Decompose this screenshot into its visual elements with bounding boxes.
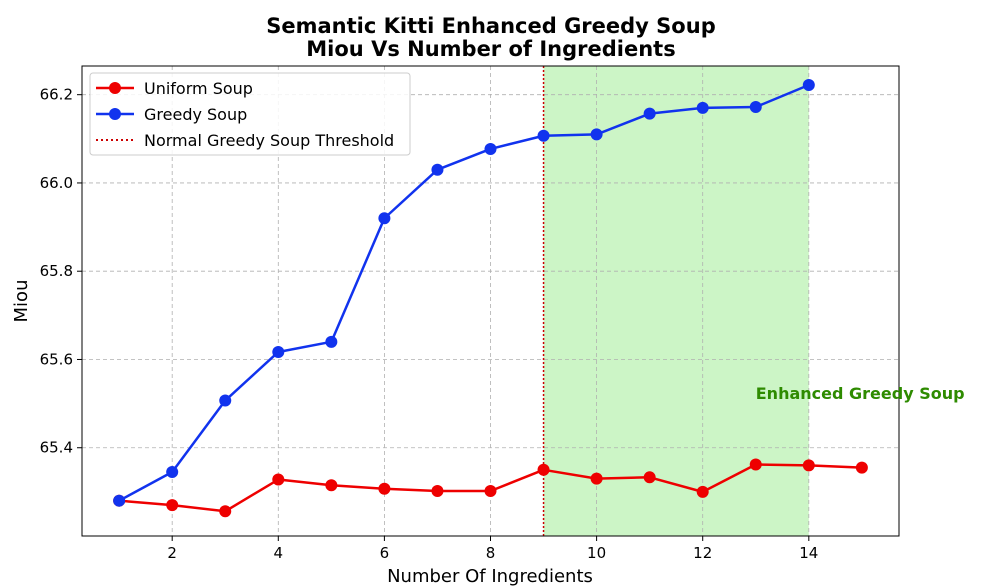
y-tick-label: 65.6 <box>40 350 73 368</box>
x-tick-label: 14 <box>799 544 818 562</box>
legend: Uniform Soup Greedy Soup Normal Greedy S… <box>89 72 411 156</box>
data-point-uniform-soup <box>749 458 762 471</box>
data-point-greedy-soup <box>590 128 603 141</box>
data-point-uniform-soup <box>166 499 179 512</box>
x-tick-label: 12 <box>693 544 712 562</box>
annotation-group: Enhanced Greedy Soup <box>756 384 965 403</box>
legend-label-greedy-soup: Greedy Soup <box>144 105 247 124</box>
data-point-greedy-soup <box>166 466 179 479</box>
data-point-uniform-soup <box>272 473 285 486</box>
data-point-greedy-soup <box>325 335 338 348</box>
data-point-greedy-soup <box>378 212 391 225</box>
legend-item-uniform-soup: Uniform Soup <box>96 79 253 98</box>
data-point-greedy-soup <box>484 142 497 155</box>
data-point-greedy-soup <box>272 345 285 358</box>
y-tick-label: 66.2 <box>40 86 73 104</box>
data-point-greedy-soup <box>749 101 762 114</box>
plot-area: 2 4 6 8 10 12 14 65.4 65.6 65.8 66.0 66.2 <box>40 66 899 562</box>
plot-frame <box>81 65 900 537</box>
data-point-uniform-soup <box>537 463 550 476</box>
data-point-uniform-soup <box>219 505 232 518</box>
data-point-greedy-soup <box>431 163 444 176</box>
data-point-greedy-soup <box>643 107 656 120</box>
data-point-uniform-soup <box>802 459 815 472</box>
data-point-uniform-soup <box>484 484 497 497</box>
data-point-uniform-soup <box>431 484 444 497</box>
y-tick-label: 65.4 <box>40 439 73 457</box>
legend-marker-uniform-soup <box>109 82 121 94</box>
legend-marker-greedy-soup <box>109 108 121 120</box>
legend-label-threshold: Normal Greedy Soup Threshold <box>144 131 394 150</box>
x-tick-label: 8 <box>486 544 496 562</box>
legend-item-greedy-soup: Greedy Soup <box>96 105 247 124</box>
series-line-greedy-soup <box>118 83 810 502</box>
legend-box <box>89 72 411 156</box>
y-tick-label: 66.0 <box>40 174 73 192</box>
x-axis-label: Number Of Ingredients <box>387 566 593 586</box>
chart-title-line1: Semantic Kitti Enhanced Greedy Soup <box>266 14 715 38</box>
y-axis-label: Miou <box>11 280 32 323</box>
data-point-greedy-soup <box>219 394 232 407</box>
data-point-greedy-soup <box>696 101 709 114</box>
data-point-uniform-soup <box>855 461 868 474</box>
data-point-uniform-soup <box>378 482 391 495</box>
legend-label-uniform-soup: Uniform Soup <box>144 79 253 98</box>
x-tick-label: 2 <box>167 544 177 562</box>
legend-item-threshold: Normal Greedy Soup Threshold <box>96 131 394 150</box>
chart-title-line2: Miou Vs Number of Ingredients <box>306 37 675 61</box>
x-tick-label: 10 <box>587 544 606 562</box>
enhanced-greedy-soup-annotation: Enhanced Greedy Soup <box>756 384 965 403</box>
data-point-uniform-soup <box>325 479 338 492</box>
data-point-uniform-soup <box>696 485 709 498</box>
y-tick-label: 65.8 <box>40 262 73 280</box>
data-point-uniform-soup <box>643 471 656 484</box>
data-point-uniform-soup <box>590 472 603 485</box>
x-tick-label: 6 <box>380 544 390 562</box>
x-tick-label: 4 <box>274 544 284 562</box>
data-point-greedy-soup <box>537 129 550 142</box>
data-point-greedy-soup <box>802 78 815 91</box>
data-point-greedy-soup <box>113 494 126 507</box>
enhanced-region-shading <box>543 66 809 536</box>
